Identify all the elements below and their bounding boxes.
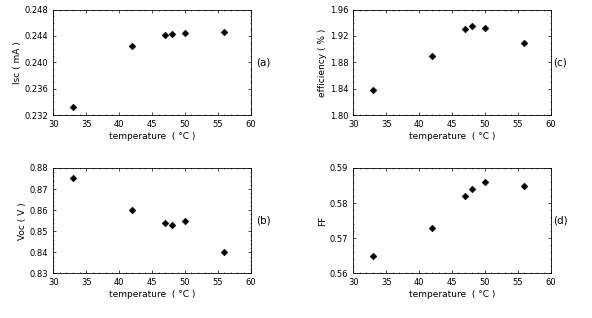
X-axis label: temperature  ( °C ): temperature ( °C ) <box>408 132 495 141</box>
Text: (b): (b) <box>256 216 271 226</box>
Text: (a): (a) <box>256 57 271 67</box>
X-axis label: temperature  ( °C ): temperature ( °C ) <box>109 290 195 299</box>
Y-axis label: efficiency ( % ): efficiency ( % ) <box>318 28 327 97</box>
Y-axis label: Isc ( mA ): Isc ( mA ) <box>13 41 22 84</box>
X-axis label: temperature  ( °C ): temperature ( °C ) <box>408 290 495 299</box>
Y-axis label: Voc ( V ): Voc ( V ) <box>18 202 27 239</box>
X-axis label: temperature  ( °C ): temperature ( °C ) <box>109 132 195 141</box>
Text: (d): (d) <box>554 216 568 226</box>
Text: (c): (c) <box>554 57 567 67</box>
Y-axis label: FF: FF <box>318 216 327 226</box>
